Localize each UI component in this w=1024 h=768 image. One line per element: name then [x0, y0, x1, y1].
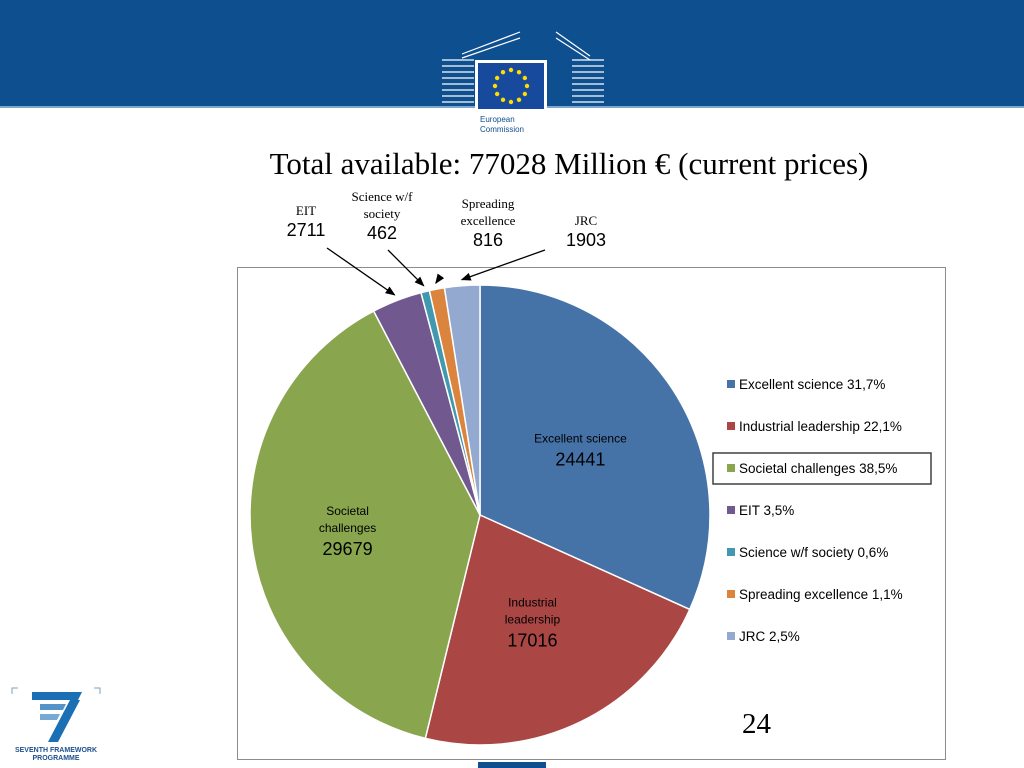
pie-slice-societal-challenges: [249, 310, 481, 740]
callout-arrow: [435, 273, 445, 285]
legend-entry: Spreading excellence 1,1%: [739, 587, 903, 602]
legend-entry: Societal challenges 38,5%: [739, 461, 897, 476]
legend-entry: Industrial leadership 22,1%: [739, 419, 902, 434]
callout-label: Science w/f: [351, 189, 413, 204]
legend-highlight-box: [712, 452, 932, 485]
callout-arrow: [460, 249, 546, 281]
legend-swatch: [727, 548, 735, 556]
pie-slice-excellent-science: [479, 284, 711, 611]
slice-label: challenges: [319, 521, 376, 535]
seventh-framework-programme-logo: SEVENTH FRAMEWORK PROGRAMME: [11, 687, 101, 762]
callout-label: EIT: [295, 203, 317, 218]
slice-label: Excellent science: [534, 432, 627, 446]
svg-text:European: European: [480, 115, 515, 124]
slice-label: Industrial: [508, 595, 557, 609]
callout-label: JRC: [574, 213, 598, 228]
footer-bar: [478, 762, 546, 768]
callout-arrow: [387, 249, 425, 287]
callout-value: 816: [472, 230, 504, 250]
legend-entry: Science w/f society 0,6%: [739, 545, 888, 560]
ec-star-icon: [494, 91, 500, 97]
legend-entry: EIT 3,5%: [739, 503, 794, 518]
legend-swatch: [727, 590, 735, 598]
callout-label: Spreading: [461, 196, 515, 211]
ec-star-icon: [492, 83, 498, 89]
callout-eit: EIT 2711: [276, 202, 336, 241]
pie-slice-jrc: [443, 284, 481, 516]
european-commission-logo: European Commission: [442, 31, 604, 144]
pie-slice-industrial-leadership: [424, 513, 691, 746]
legend-swatch: [727, 380, 735, 388]
slice-value: 17016: [507, 630, 557, 650]
ec-star-icon: [522, 91, 528, 97]
page-number: 24: [742, 708, 771, 740]
slice-value: 29679: [323, 539, 373, 559]
svg-text:Commission: Commission: [480, 125, 524, 134]
fp7-logo-text-line1: SEVENTH FRAMEWORK: [15, 747, 97, 754]
legend-swatch: [727, 422, 735, 430]
callout-arrow: [326, 247, 396, 296]
legend-swatch: [727, 632, 735, 640]
ec-star-icon: [508, 67, 514, 73]
ec-star-icon: [500, 97, 506, 103]
fp7-logo-text-line2: PROGRAMME: [32, 755, 79, 762]
page-title: Total available: 77028 Million € (curren…: [269, 146, 869, 181]
legend-entry: Excellent science 31,7%: [739, 377, 885, 392]
ec-star-icon: [508, 99, 514, 105]
callout-jrc: JRC 1903: [556, 212, 616, 251]
slice-label: Societal: [326, 504, 369, 518]
callout-label-2: excellence: [460, 213, 516, 228]
callout-science-wf-society: Science w/f society 462: [342, 188, 422, 244]
ec-star-icon: [516, 69, 522, 75]
callout-spreading-excellence: Spreading excellence 816: [446, 195, 530, 251]
legend-swatch: [727, 464, 735, 472]
ec-star-icon: [516, 97, 522, 103]
ec-star-icon: [522, 75, 528, 81]
slice-value: 24441: [555, 450, 605, 470]
ec-star-icon: [500, 69, 506, 75]
ec-star-icon: [524, 83, 530, 89]
slice-label: leadership: [505, 612, 561, 626]
legend-swatch: [727, 506, 735, 514]
callout-value: 1903: [565, 230, 607, 250]
legend-entry: JRC 2,5%: [739, 629, 800, 644]
ec-star-icon: [494, 75, 500, 81]
callout-value: 2711: [286, 220, 326, 240]
callout-value: 462: [366, 223, 398, 243]
callout-label-2: society: [363, 206, 401, 221]
